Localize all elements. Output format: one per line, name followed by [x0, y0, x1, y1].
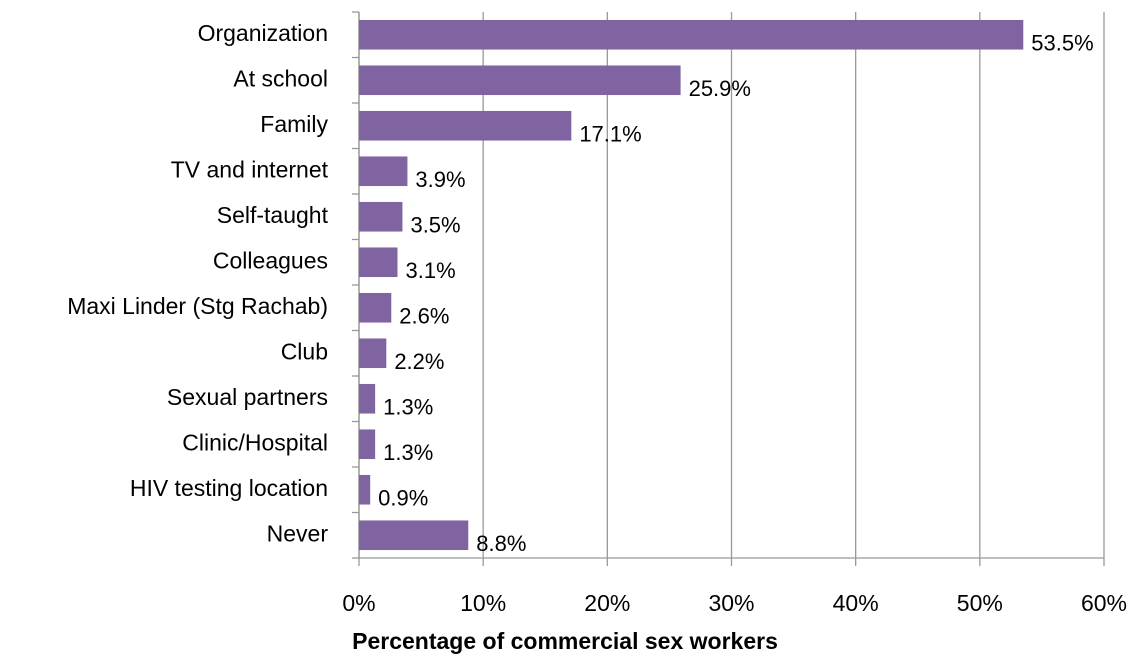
value-label: 1.3%	[383, 395, 433, 420]
y-tick-label: Organization	[198, 20, 328, 46]
bar	[359, 156, 408, 187]
x-tick-label: 40%	[833, 590, 879, 616]
x-tick-label: 10%	[460, 590, 506, 616]
value-label: 17.1%	[579, 122, 641, 147]
bar	[359, 65, 681, 96]
y-tick-label: HIV testing location	[130, 475, 328, 501]
y-tick-label: Maxi Linder (Stg Rachab)	[67, 293, 328, 319]
bar	[359, 338, 387, 369]
y-tick-label: Never	[267, 520, 329, 546]
value-label: 3.9%	[415, 167, 465, 192]
y-tick-label: Self-taught	[217, 202, 329, 228]
value-label: 8.8%	[476, 531, 526, 556]
y-tick-label: Sexual partners	[167, 384, 328, 410]
y-tick-label: At school	[233, 65, 328, 91]
x-tick-label: 60%	[1081, 590, 1127, 616]
bar	[359, 383, 376, 414]
x-tick-label: 20%	[584, 590, 630, 616]
value-label: 1.3%	[383, 440, 433, 465]
bar	[359, 520, 469, 551]
bar	[359, 292, 392, 323]
y-tick-label: Club	[281, 338, 328, 364]
bar	[359, 110, 572, 141]
value-label: 2.6%	[399, 304, 449, 329]
bar	[359, 429, 376, 460]
x-tick-label: 50%	[957, 590, 1003, 616]
y-tick-label: Colleagues	[213, 247, 328, 273]
value-label: 3.1%	[405, 258, 455, 283]
y-tick-label: Clinic/Hospital	[182, 429, 328, 455]
value-label: 3.5%	[410, 213, 460, 238]
value-label: 0.9%	[378, 486, 428, 511]
x-tick-label: 30%	[708, 590, 754, 616]
bar	[359, 247, 398, 278]
value-label: 25.9%	[689, 76, 751, 101]
value-label: 53.5%	[1031, 31, 1093, 56]
bar	[359, 201, 403, 232]
y-tick-label: Family	[260, 111, 328, 137]
bar	[359, 19, 1024, 50]
y-tick-label: TV and internet	[171, 156, 329, 182]
value-label: 2.2%	[394, 349, 444, 374]
bar	[359, 474, 371, 505]
x-axis-title: Percentage of commercial sex workers	[352, 628, 778, 654]
x-tick-label: 0%	[342, 590, 375, 616]
